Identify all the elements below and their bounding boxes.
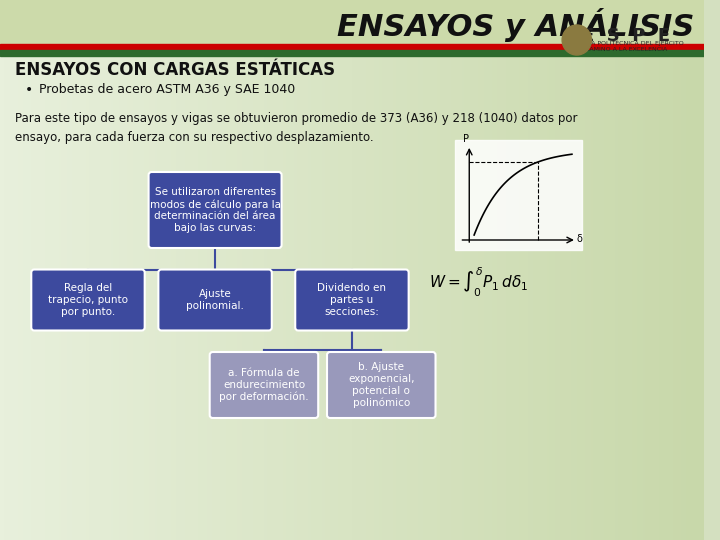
Text: Probetas de acero ASTM A36 y SAE 1040: Probetas de acero ASTM A36 y SAE 1040 bbox=[39, 84, 295, 97]
FancyBboxPatch shape bbox=[148, 172, 282, 248]
Text: Para este tipo de ensayos y vigas se obtuvieron promedio de 373 (A36) y 218 (104: Para este tipo de ensayos y vigas se obt… bbox=[14, 112, 577, 144]
FancyBboxPatch shape bbox=[31, 269, 145, 330]
Text: $W = \int_0^{\delta} P_1 \, d\delta_1$: $W = \int_0^{\delta} P_1 \, d\delta_1$ bbox=[429, 265, 528, 299]
Text: ESCUELA POLITÉCNICA DEL EJÉRCITO
CAMINO A LA EXCELENCIA: ESCUELA POLITÉCNICA DEL EJÉRCITO CAMINO … bbox=[567, 40, 684, 52]
FancyBboxPatch shape bbox=[295, 269, 409, 330]
Text: b. Ajuste
exponencial,
potencial o
polinómico: b. Ajuste exponencial, potencial o polin… bbox=[348, 362, 415, 408]
Text: E  S  P  E: E S P E bbox=[582, 27, 670, 45]
Text: a. Fórmula de
endurecimiento
por deformación.: a. Fórmula de endurecimiento por deforma… bbox=[219, 368, 309, 402]
Circle shape bbox=[562, 25, 591, 55]
FancyBboxPatch shape bbox=[210, 352, 318, 418]
Text: δ: δ bbox=[577, 234, 582, 244]
Bar bbox=[0, 50, 704, 56]
FancyBboxPatch shape bbox=[158, 269, 271, 330]
Text: •: • bbox=[24, 83, 32, 97]
Text: ENSAYOS y ANÁLISIS: ENSAYOS y ANÁLISIS bbox=[337, 8, 694, 42]
Bar bbox=[0, 0, 704, 50]
Bar bbox=[0, 44, 704, 50]
Text: Dividendo en
partes u
secciones:: Dividendo en partes u secciones: bbox=[318, 284, 387, 316]
FancyBboxPatch shape bbox=[327, 352, 436, 418]
Bar bbox=[454, 140, 582, 250]
Text: Regla del
trapecio, punto
por punto.: Regla del trapecio, punto por punto. bbox=[48, 284, 128, 316]
Text: ENSAYOS CON CARGAS ESTÁTICAS: ENSAYOS CON CARGAS ESTÁTICAS bbox=[14, 61, 335, 79]
Text: Ajuste
polinomial.: Ajuste polinomial. bbox=[186, 289, 244, 311]
Text: P: P bbox=[463, 134, 469, 144]
Text: Se utilizaron diferentes
modos de cálculo para la
determinación del área
bajo la: Se utilizaron diferentes modos de cálcul… bbox=[150, 187, 281, 233]
